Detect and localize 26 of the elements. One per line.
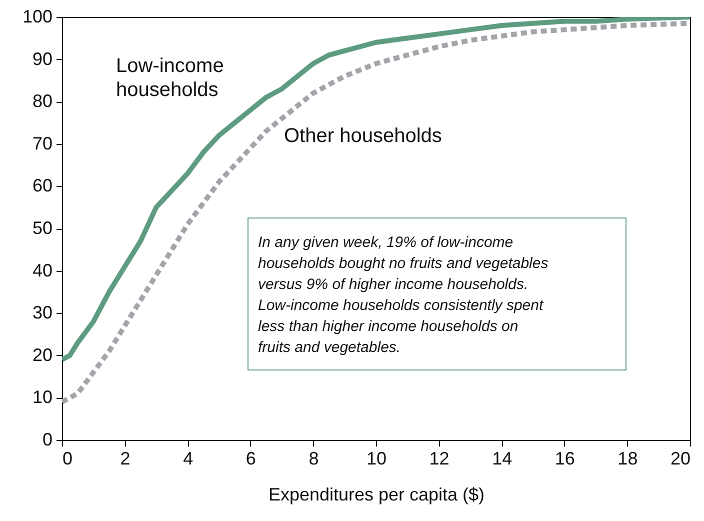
y-tick-label: 90 [32, 48, 52, 69]
y-tick-label: 10 [32, 387, 52, 408]
y-tick-label: 80 [32, 91, 52, 112]
x-tick-label: 6 [246, 448, 256, 468]
x-tick-label: 0 [62, 448, 73, 468]
x-tick-label: 14 [492, 448, 512, 468]
y-tick-label: 50 [32, 218, 52, 238]
x-tick-label: 2 [120, 448, 130, 468]
x-axis-title: Expenditures per capita ($) [268, 484, 485, 504]
y-tick-label: 100 [22, 6, 52, 26]
y-tick-label: 30 [32, 302, 52, 323]
x-tick-label: 20 [670, 448, 690, 468]
x-tick-label: 10 [366, 448, 387, 468]
annotation: In any given week, 19% of low-income households bought no fruits and vegetables versus 9% of higher income households. Low-income households consistently spent less than higher income households on fruits and vegetables. [258, 234, 549, 356]
x-tick-label: 4 [183, 448, 194, 468]
y-tick-label: 20 [32, 344, 52, 365]
y-tick-label: 60 [32, 176, 52, 196]
y-tick-label: 0 [42, 430, 52, 450]
series-label: Low-income households [116, 55, 224, 101]
series-label: Other households [284, 125, 442, 147]
y-tick-label: 40 [32, 260, 52, 280]
x-tick-label: 18 [618, 448, 638, 468]
y-tick-label: 70 [32, 133, 52, 154]
x-tick-label: 12 [429, 448, 450, 468]
x-tick-label: 16 [554, 448, 575, 468]
x-tick-label: 8 [308, 448, 319, 468]
